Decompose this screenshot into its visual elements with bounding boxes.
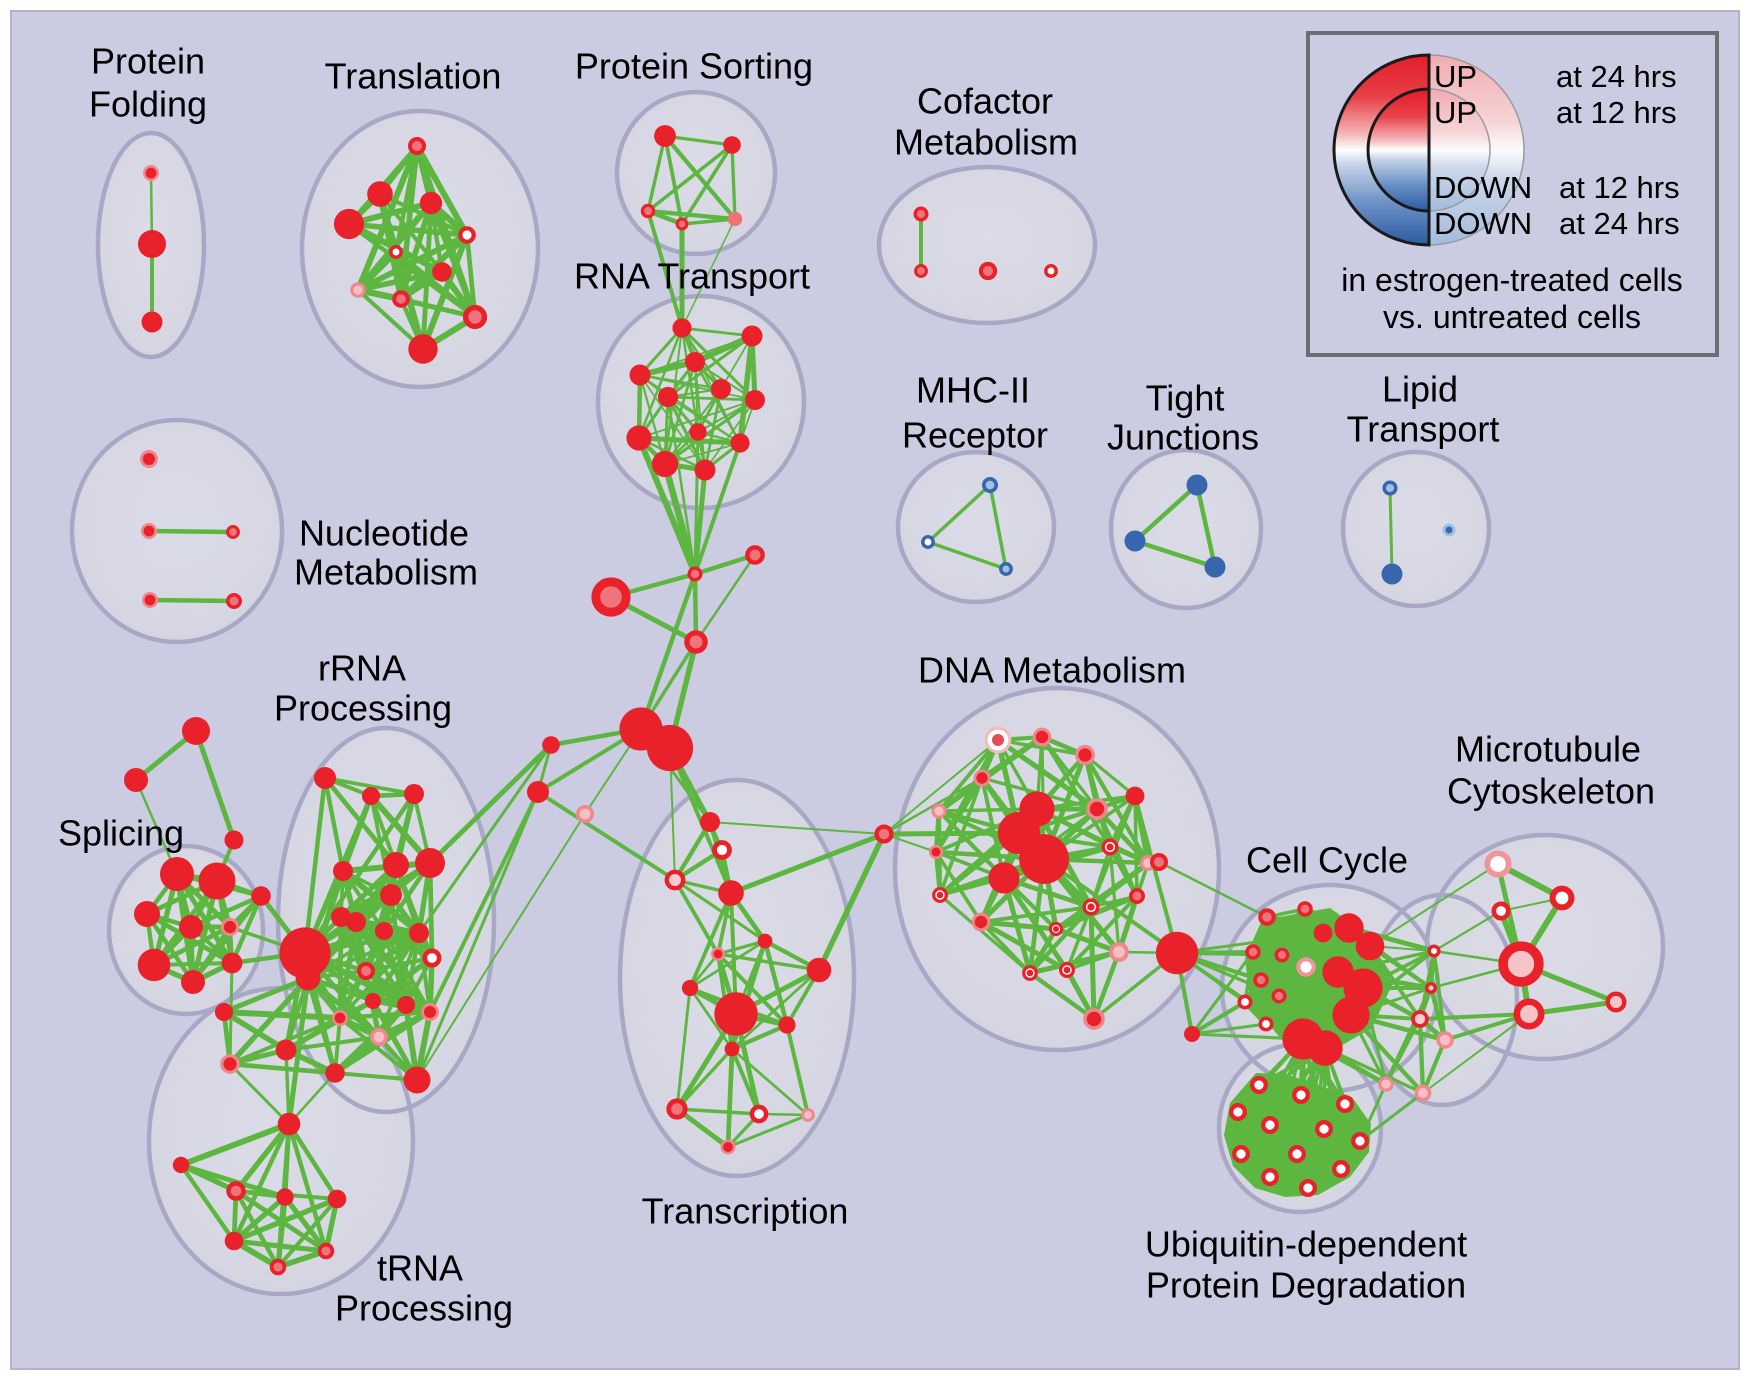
svg-text:Transcription: Transcription [642,1191,849,1232]
svg-text:UP: UP [1434,95,1477,130]
svg-text:DOWN: DOWN [1434,170,1532,205]
svg-text:Translation: Translation [325,56,502,97]
svg-text:Lipid: Lipid [1382,369,1458,410]
svg-text:DOWN: DOWN [1434,206,1532,241]
svg-text:Tight: Tight [1146,378,1225,419]
svg-text:at 12 hrs: at 12 hrs [1556,95,1677,130]
svg-text:Cofactor: Cofactor [917,81,1053,122]
svg-text:Transport: Transport [1347,409,1500,450]
svg-text:Receptor: Receptor [902,415,1048,456]
svg-text:Ubiquitin-dependent: Ubiquitin-dependent [1145,1224,1467,1265]
svg-text:Cytoskeleton: Cytoskeleton [1447,771,1655,812]
svg-text:DNA Metabolism: DNA Metabolism [918,650,1186,691]
svg-text:Protein: Protein [91,41,205,82]
svg-text:Splicing: Splicing [58,813,184,854]
svg-text:Folding: Folding [89,84,207,125]
svg-text:Microtubule: Microtubule [1455,729,1641,770]
svg-text:at 12 hrs: at 12 hrs [1559,170,1680,205]
svg-text:Protein Sorting: Protein Sorting [575,46,813,87]
svg-text:RNA Transport: RNA Transport [574,256,810,297]
svg-text:Processing: Processing [274,688,452,729]
svg-text:rRNA: rRNA [318,648,406,689]
svg-text:MHC-II: MHC-II [916,370,1030,411]
svg-text:Junctions: Junctions [1107,417,1259,458]
svg-text:in estrogen-treated cells: in estrogen-treated cells [1341,262,1683,298]
svg-text:Nucleotide: Nucleotide [299,513,469,554]
svg-text:Metabolism: Metabolism [294,552,478,593]
svg-text:vs. untreated cells: vs. untreated cells [1383,299,1641,335]
svg-text:UP: UP [1434,59,1477,94]
svg-text:Cell Cycle: Cell Cycle [1246,840,1408,881]
svg-text:Processing: Processing [335,1288,513,1329]
svg-text:Protein Degradation: Protein Degradation [1146,1265,1466,1306]
svg-text:at 24 hrs: at 24 hrs [1559,206,1680,241]
svg-text:Metabolism: Metabolism [894,122,1078,163]
svg-text:tRNA: tRNA [377,1248,463,1289]
svg-text:at 24 hrs: at 24 hrs [1556,59,1677,94]
